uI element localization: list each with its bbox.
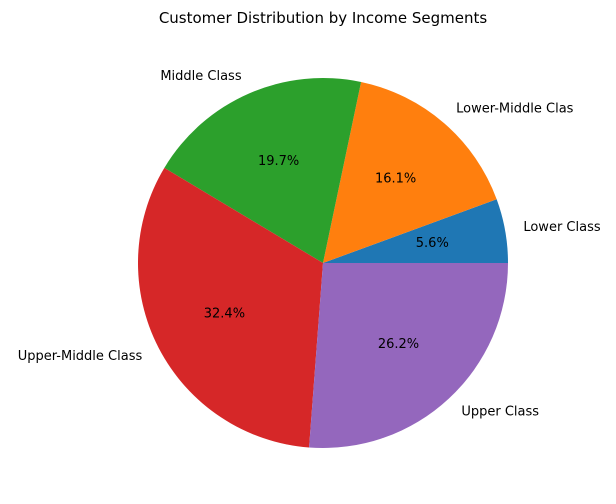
slice-label-lower-class: Lower Class (523, 220, 601, 235)
slice-label-lower-middle-clas: Lower-Middle Clas (456, 102, 574, 117)
pie-slice-upper-middle-class (138, 167, 323, 448)
slice-labels: Lower Class Lower-Middle Clas Middle Class… (18, 69, 601, 420)
slice-label-middle-class: Middle Class (160, 69, 242, 84)
pie-slice-upper-class (309, 263, 508, 449)
percent-label-upper-class: 26.2% (378, 337, 419, 352)
slice-label-upper-class: Upper Class (461, 405, 539, 420)
pie-slice-lower-class (323, 199, 508, 263)
percent-label-middle-class: 19.7% (258, 154, 299, 169)
chart-title: Customer Distribution by Income Segments (159, 9, 488, 27)
percent-labels: 5.6% 16.1% 19.7% 32.4% 26.2% (204, 154, 449, 352)
pie-slice-lower-middle-clas (323, 81, 497, 264)
percent-label-upper-middle-class: 32.4% (204, 307, 245, 322)
percent-label-lower-middle-clas: 16.1% (375, 172, 416, 187)
pie-slices (138, 77, 508, 449)
slice-label-upper-middle-class: Upper-Middle Class (18, 349, 143, 364)
percent-label-lower-class: 5.6% (416, 236, 449, 251)
pie-slice-middle-class (164, 77, 362, 263)
